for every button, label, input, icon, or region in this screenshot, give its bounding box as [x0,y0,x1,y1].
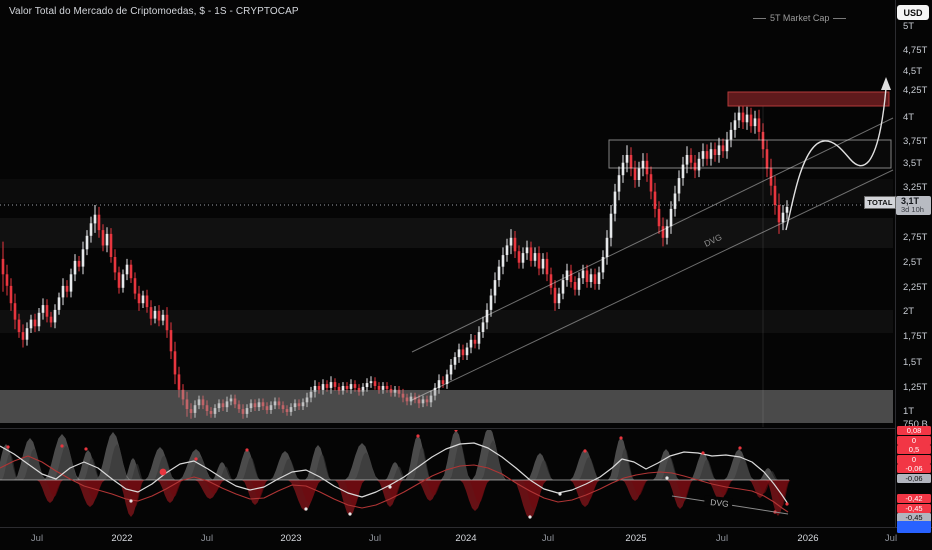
time-axis[interactable]: Jul 2022 Jul 2023 Jul 2024 Jul 2025 Jul 2026 Jul [0,528,932,550]
price-tick: 5T [903,21,915,32]
symbol-title[interactable]: Valor Total do Mercado de Criptomoedas, … [9,6,299,17]
price-tick: 2T [903,306,915,317]
annotation-dash-right [833,17,847,19]
price-tick: 1,5T [903,357,923,368]
price-tick: 2,5T [903,257,923,268]
indicator-value-badge: 0 [897,454,931,464]
time-tick: Jul [368,533,382,544]
price-tick: 2,25T [903,282,928,293]
price-tick: 2,75T [903,232,928,243]
indicator-value-badge: -0,06 [897,473,931,483]
price-axis[interactable]: 5T 4,75T 4,5T 4,25T 4T 3,75T 3,5T 3,25T 2,75T 2,5… [895,0,932,527]
bar-countdown: 3d 10h [901,205,924,214]
indicator-value-badge: 0 [897,435,931,445]
time-tick: 2024 [455,533,477,544]
time-tick: Jul [541,533,555,544]
price-tick: 4T [903,112,915,123]
svg-text:DVG: DVG [710,497,729,509]
time-tick: Jul [715,533,729,544]
annotation-dash-left [753,17,766,19]
current-price-value: 3,1T [901,196,920,206]
time-tick: Jul [30,533,44,544]
price-tick: 1T [903,406,915,417]
market-cap-annotation: 5T Market Cap [753,13,847,23]
price-tick: 1,75T [903,331,928,342]
time-tick: Jul [884,533,898,544]
time-tick: Jul [200,533,214,544]
symbol-price-label: TOTAL [864,196,896,209]
currency-toggle-button[interactable]: USD [897,5,929,20]
price-tick: 1,25T [903,382,928,393]
price-tick: 3,5T [903,158,923,169]
indicator-value-badge: -0,42 [897,494,931,503]
indicator-value-badge [897,521,931,533]
time-axis-divider [0,527,932,528]
indicator-value-badge: -0,45 [897,503,931,513]
pane-separator[interactable] [0,428,895,429]
time-tick: 2022 [111,533,133,544]
indicator-value-badge: 0,08 [897,426,931,435]
price-axis-divider [895,0,896,527]
price-tick: 3,25T [903,182,928,193]
price-tick: 4,5T [903,66,923,77]
price-tick: 3,75T [903,136,928,147]
indicator-value-badge: -0,45 [897,513,931,522]
price-tick: 4,25T [903,85,928,96]
time-tick: 2025 [625,533,647,544]
annotation-text: 5T Market Cap [770,13,830,23]
time-tick: 2026 [797,533,819,544]
indicator-value-badge: 0,5 [897,445,931,454]
price-tick: 750 B [903,419,928,430]
price-tick: 4,75T [903,45,928,56]
current-price-badge: 3,1T 3d 10h [896,196,931,215]
indicator-value-badge: -0,06 [897,464,931,473]
time-tick: 2023 [280,533,302,544]
